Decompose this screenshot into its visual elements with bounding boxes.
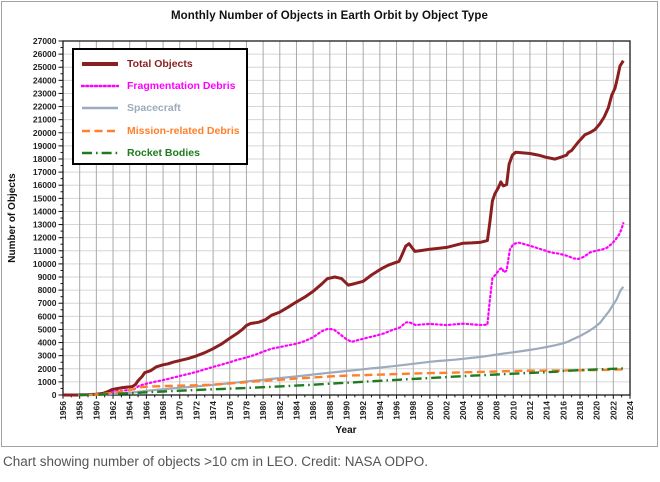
x-tick-label: 2024 [625, 401, 635, 420]
x-tick-label: 2022 [608, 401, 618, 420]
y-tick-label: 11000 [33, 246, 56, 256]
y-tick-label: 19000 [33, 141, 57, 151]
legend-label-mission-related-debris: Mission-related Debris [127, 124, 240, 137]
x-tick-label: 2004 [458, 401, 468, 420]
x-tick-label: 2012 [525, 401, 535, 420]
x-tick-label: 1978 [241, 401, 251, 420]
y-tick-label: 21000 [33, 115, 57, 125]
legend-item-fragmentation-debris: Fragmentation Debris [81, 75, 246, 97]
y-tick-label: 0 [52, 390, 57, 400]
y-tick-label: 12000 [33, 233, 57, 243]
chart-card: Monthly Number of Objects in Earth Orbit… [1, 1, 658, 447]
legend-label-fragmentation-debris: Fragmentation Debris [127, 80, 236, 93]
legend-label-total-objects: Total Objects [127, 58, 193, 71]
figure-caption: Chart showing number of objects >10 cm i… [3, 454, 429, 469]
legend-label-spacecraft: Spacecraft [127, 102, 181, 115]
series-mission-related-debris [90, 368, 624, 397]
y-tick-label: 9000 [38, 272, 57, 282]
x-tick-label: 1960 [91, 401, 101, 420]
chart-title: Monthly Number of Objects in Earth Orbit… [170, 10, 489, 22]
x-tick-label: 1970 [175, 401, 185, 420]
legend-line-spacecraft [82, 107, 118, 110]
y-tick-label: 5000 [38, 324, 57, 334]
x-tick-label: 1958 [75, 401, 85, 420]
y-tick-label: 7000 [38, 298, 57, 308]
x-tick-label: 1986 [308, 401, 318, 420]
series-total-objects [63, 59, 625, 397]
legend-line-total-objects [82, 62, 118, 67]
y-tick-label: 17000 [33, 167, 57, 177]
legend-label-rocket-bodies: Rocket Bodies [127, 146, 200, 159]
y-tick-label: 24000 [33, 75, 57, 85]
y-tick-label: 8000 [38, 285, 57, 295]
y-tick-label: 23000 [33, 88, 57, 98]
x-tick-label: 1964 [125, 401, 135, 420]
x-tick-label: 2014 [542, 401, 552, 420]
x-tick-label: 1972 [191, 401, 201, 420]
x-tick-label: 1992 [358, 401, 368, 420]
legend-line-mission-related-debris [82, 129, 118, 132]
legend-item-rocket-bodies: Rocket Bodies [81, 142, 246, 164]
x-tick-label: 1962 [108, 401, 118, 420]
legend-line-rocket-bodies [82, 151, 118, 155]
x-tick-label: 1982 [275, 401, 285, 420]
x-tick-label: 1996 [392, 401, 402, 420]
y-tick-label: 16000 [33, 180, 57, 190]
x-tick-label: 1988 [325, 401, 335, 420]
x-tick-label: 2008 [492, 401, 502, 420]
x-tick-label: 2000 [425, 401, 435, 420]
y-tick-label: 18000 [33, 154, 57, 164]
x-tick-label: 2010 [508, 401, 518, 420]
y-tick-label: 25000 [33, 62, 57, 72]
legend-item-total-objects: Total Objects [81, 53, 246, 75]
x-tick-label: 1998 [408, 401, 418, 420]
y-tick-label: 2000 [38, 364, 57, 374]
y-tick-label: 27000 [33, 36, 57, 46]
series-fragmentation-debris [107, 222, 625, 397]
x-tick-label: 1990 [342, 401, 352, 420]
x-tick-label: 2020 [592, 401, 602, 420]
y-tick-label: 26000 [33, 49, 57, 59]
legend-item-spacecraft: Spacecraft [81, 97, 246, 119]
y-tick-label: 3000 [38, 351, 57, 361]
y-tick-label: 4000 [38, 338, 57, 348]
y-tick-label: 10000 [33, 259, 57, 269]
y-tick-label: 1000 [38, 377, 57, 387]
x-tick-label: 2018 [575, 401, 585, 420]
y-tick-label: 6000 [38, 311, 57, 321]
x-axis-title: Year [335, 425, 356, 436]
x-tick-label: 1974 [208, 401, 218, 420]
legend-item-mission-related-debris: Mission-related Debris [81, 120, 246, 142]
x-tick-label: 1980 [258, 401, 268, 420]
x-tick-label: 1976 [225, 401, 235, 420]
x-tick-label: 2016 [558, 401, 568, 420]
y-axis-title: Number of Objects [7, 173, 18, 263]
x-tick-label: 2002 [442, 401, 452, 420]
x-tick-label: 1966 [141, 401, 151, 420]
y-tick-label: 13000 [33, 220, 57, 230]
legend-line-fragmentation-debris [81, 84, 119, 88]
series-rocket-bodies [78, 367, 624, 397]
x-tick-label: 2006 [475, 401, 485, 420]
series-spacecraft [77, 286, 625, 397]
x-tick-label: 1968 [158, 401, 168, 420]
x-tick-label: 1956 [58, 401, 68, 420]
x-tick-label: 1984 [291, 401, 301, 420]
x-tick-label: 1994 [375, 401, 385, 420]
y-tick-label: 22000 [33, 102, 57, 112]
y-tick-label: 20000 [33, 128, 57, 138]
y-tick-label: 15000 [33, 193, 57, 203]
legend: Total Objects Fragmentation Debris Spacecr… [72, 48, 248, 165]
y-tick-label: 14000 [33, 206, 57, 216]
